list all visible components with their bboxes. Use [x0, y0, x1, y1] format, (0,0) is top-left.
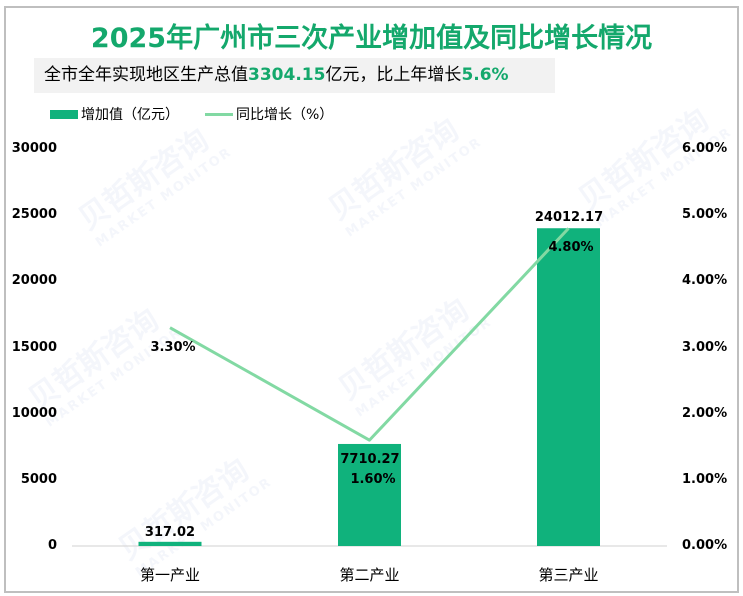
gdp-value: 3304.15: [248, 65, 326, 85]
growth-value: 5.6%: [461, 65, 509, 85]
value-label: 7710.27: [340, 452, 399, 467]
left-axis-tick: 5000: [20, 471, 57, 487]
legend-item-bar[interactable]: 增加值（亿元）: [50, 104, 179, 124]
right-axis-tick: 4.00%: [682, 273, 728, 289]
category-label: 第二产业: [339, 566, 400, 584]
line-swatch-icon: [205, 112, 233, 116]
left-axis-tick: 30000: [11, 141, 57, 156]
left-axis-tick: 10000: [11, 405, 57, 421]
right-axis-tick: 0.00%: [682, 538, 728, 553]
left-axis-tick: 15000: [11, 339, 57, 355]
legend-item-line[interactable]: 同比增长（%）: [205, 104, 333, 124]
left-axis-tick: 0: [47, 538, 57, 553]
data-labels: 317.02 3.30% 7710.27 1.60% 24012.17 4.80%: [145, 210, 603, 540]
bar[interactable]: [537, 228, 600, 546]
growth-label: 1.60%: [350, 472, 395, 487]
bar-swatch-icon: [50, 109, 78, 119]
category-label: 第一产业: [139, 566, 200, 584]
chart-title: 2025年广州市三次产业增加值及同比增长情况: [90, 23, 653, 54]
bar-series: [138, 228, 600, 546]
bar[interactable]: [138, 541, 202, 546]
bar[interactable]: [338, 443, 401, 546]
legend: 增加值（亿元） 同比增长（%）: [50, 103, 359, 125]
subtitle-box: 全市全年实现地区生产总值3304.15亿元，比上年增长5.6%: [34, 58, 555, 93]
value-label: 317.02: [145, 525, 195, 540]
legend-label: 同比增长（%）: [236, 107, 334, 123]
value-label: 24012.17: [535, 210, 603, 225]
subtitle-prefix: 全市全年实现地区生产总值: [44, 65, 248, 85]
right-axis-tick: 5.00%: [682, 207, 728, 223]
right-axis-tick: 3.00%: [682, 339, 728, 355]
category-label: 第三产业: [538, 566, 599, 584]
left-axis-tick: 25000: [11, 207, 57, 223]
growth-label: 4.80%: [548, 240, 593, 255]
growth-line: [169, 227, 570, 442]
right-axis-tick: 2.00%: [682, 405, 728, 421]
right-axis-tick: 1.00%: [682, 471, 728, 487]
right-axis-tick: 6.00%: [682, 141, 728, 156]
legend-label: 增加值（亿元）: [81, 107, 179, 123]
left-axis-tick: 20000: [11, 273, 57, 289]
subtitle-middle: 亿元，比上年增长: [325, 65, 462, 85]
growth-label: 3.30%: [150, 340, 195, 355]
